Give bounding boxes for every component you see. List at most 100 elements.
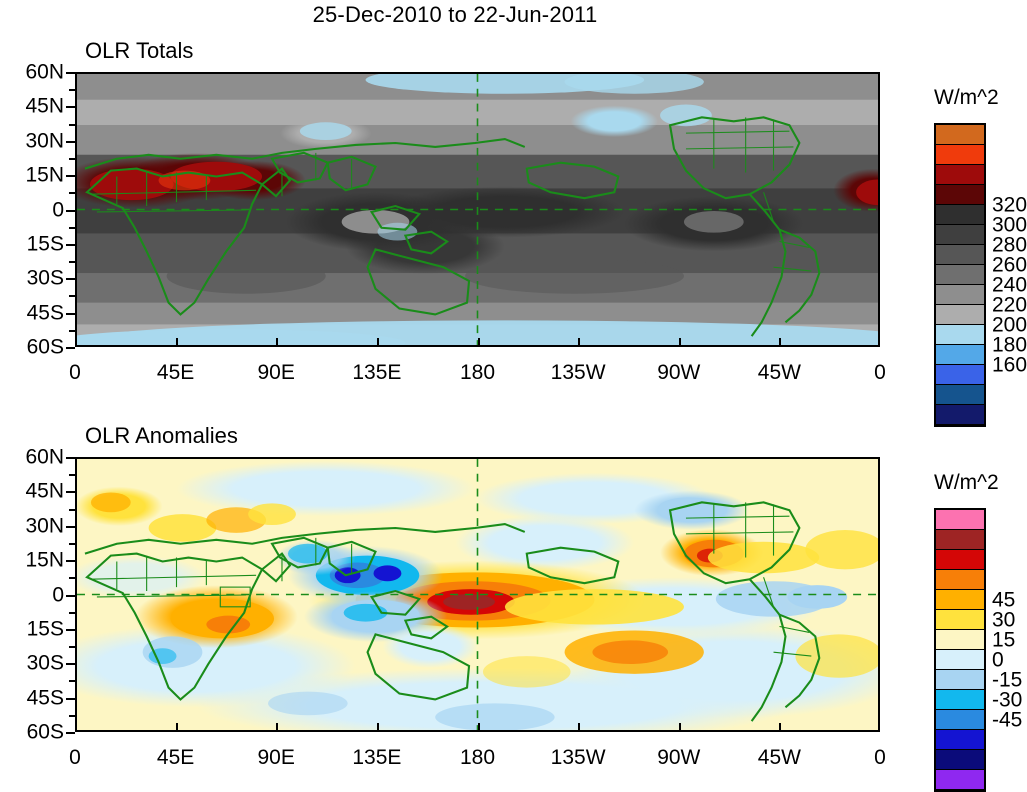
panel-title-anomalies: OLR Anomalies [85,423,238,448]
lat-label: 15N [25,163,64,187]
lat-label: 45S [26,686,64,710]
colorbar-anomalies: W/m^2 45 30 15 0 -15 -30 -45 [934,471,1027,792]
lat-label: 45N [25,94,64,118]
colorbar-body-anomalies: 45 30 15 0 -15 -30 -45 [934,508,1022,792]
latitude-axis-totals: 60N 45N 30N 15N 0 15S 30S 45S 60S [0,62,72,358]
longitude-axis-totals: 0 45E 90E 135E 180 135W 90W 45W 0 [69,361,886,388]
colorbar-band [936,650,984,670]
lon-label: 0 [69,746,81,769]
colorbar-tick-label: 220 [992,293,1027,317]
lon-label: 45E [156,746,195,769]
colorbar-band [936,590,984,610]
colorbar-band [936,165,984,185]
colorbar-band [936,325,984,345]
colorbar-tick-label: -15 [992,668,1023,692]
lon-label: 0 [874,746,886,769]
colorbar-tick-labels-totals: 320 300 280 260 240 220 200 180 160 [992,125,1027,425]
colorbar-tick-label: 240 [992,273,1027,297]
lat-label: 60S [26,720,64,744]
colorbar-totals: W/m^2 320 300 280 260 240 220 200 180 160 [934,86,1027,427]
lat-label: 60N [25,445,64,469]
colorbar-tick-label: 320 [992,193,1027,217]
lon-label: 90E [257,361,295,384]
colorbar-band [936,550,984,570]
panel-olr-anomalies: OLR Anomalies [25,423,880,743]
colorbar-band [936,285,984,305]
panel-olr-totals: OLR Totals [25,38,880,358]
colorbar-band [936,530,984,550]
colorbar-band [936,690,984,710]
colorbar-tick-label: 15 [992,628,1016,652]
colorbar-band [936,225,984,245]
colorbar-tick-label: 45 [992,588,1016,612]
colorbar-tick-label: 160 [992,353,1027,377]
lon-label: 135E [352,746,402,769]
lat-label: 45S [26,301,64,325]
lat-label: 60S [26,335,64,359]
colorbar-band [936,145,984,165]
colorbar-tick-label: -45 [992,708,1023,732]
figure-title: 25-Dec-2010 to 22-Jun-2011 [312,2,598,27]
lon-label: 135E [352,361,402,384]
lon-label: 180 [459,746,496,769]
colorbar-band [936,345,984,365]
colorbar-band [936,610,984,630]
lat-label: 60N [25,60,64,84]
lat-label: 45N [25,479,64,503]
lon-label: 0 [69,361,81,384]
longitude-axis-anomalies: 0 45E 90E 135E 180 135W 90W 45W 0 [69,746,886,773]
colorbar-band [936,570,984,590]
lon-label: 0 [874,361,886,384]
colorbar-units-anomalies: W/m^2 [934,471,999,494]
colorbar-tick-label: 30 [992,608,1016,632]
colorbar-band [936,710,984,730]
colorbar-band [936,185,984,205]
colorbar-tick-label: -30 [992,688,1023,712]
colorbar-tick-label: 280 [992,233,1027,257]
map-totals [75,72,880,347]
colorbar-tick-label: 260 [992,253,1027,277]
colorbar-units-totals: W/m^2 [934,86,999,109]
lat-label: 30S [26,266,64,290]
map-totals-canvas [77,74,878,345]
colorbar-band [936,770,984,790]
colorbar-band [936,510,984,530]
lat-label: 15S [26,232,64,256]
panel-title-totals: OLR Totals [85,38,194,63]
colorbar-tick-label: 0 [992,648,1004,672]
colorbar-tick-labels-anomalies: 45 30 15 0 -15 -30 -45 [992,510,1027,790]
lat-label: 30S [26,651,64,675]
lat-label: 0 [52,583,64,606]
map-anomalies [75,457,880,732]
lon-label: 45E [156,361,195,384]
lat-label: 15N [25,548,64,572]
colorbar-band [936,750,984,770]
colorbar-band [936,205,984,225]
colorbar-band [936,245,984,265]
lon-label: 90E [257,746,295,769]
colorbar-tick-label: 180 [992,333,1027,357]
lat-label: 0 [52,198,64,221]
lon-label: 45W [757,746,801,769]
lon-label: 90W [657,361,701,384]
lon-label: 135W [550,746,606,769]
lat-label: 30N [25,514,64,538]
colorbar-band [936,265,984,285]
lat-label: 30N [25,129,64,153]
colorbar-tick-label: 300 [992,213,1027,237]
lon-label: 180 [459,361,496,384]
map-anomalies-canvas [77,459,878,730]
colorbar-band [936,385,984,405]
colorbar-band [936,125,984,145]
colorbar-band [936,405,984,425]
colorbar-band [936,365,984,385]
lat-label: 15S [26,617,64,641]
colorbar-tick-label: 200 [992,313,1027,337]
colorbar-body-totals: 320 300 280 260 240 220 200 180 160 [934,123,1027,427]
colorbar-band [936,730,984,750]
lon-label: 45W [757,361,801,384]
colorbar-band [936,305,984,325]
lon-label: 90W [657,746,701,769]
lon-label: 135W [550,361,606,384]
colorbar-band [936,630,984,650]
